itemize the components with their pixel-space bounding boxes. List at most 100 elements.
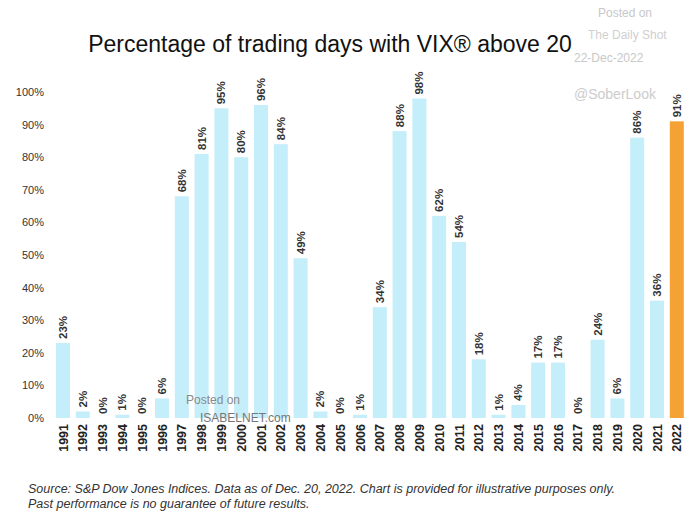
data-label: 1% — [493, 394, 505, 411]
x-tick-label: 2001 — [255, 424, 269, 452]
watermark: Posted on — [598, 6, 652, 20]
data-label: 1% — [354, 394, 366, 411]
bar — [155, 398, 169, 418]
bar — [591, 340, 605, 418]
x-tick-label: 1996 — [156, 424, 170, 452]
y-tick-label: 80% — [22, 151, 44, 163]
x-tick-label: 1995 — [136, 424, 150, 452]
bar — [630, 138, 644, 418]
x-tick-label: 2014 — [512, 424, 526, 452]
data-label: 88% — [394, 104, 406, 127]
data-label: 4% — [512, 384, 524, 401]
bar — [313, 411, 327, 418]
x-tick-label: 2007 — [373, 424, 387, 452]
watermark: @SoberLook — [574, 86, 657, 102]
watermark: The Daily Shot — [588, 28, 667, 42]
x-tick-label: 2018 — [591, 424, 605, 452]
data-label: 0% — [136, 397, 148, 414]
bar — [670, 121, 684, 418]
bar — [412, 99, 426, 418]
data-label: 23% — [57, 316, 69, 339]
y-tick-label: 100% — [16, 86, 44, 98]
bar — [452, 242, 466, 418]
y-tick-label: 50% — [22, 249, 44, 261]
data-label: 2% — [77, 391, 89, 408]
bar — [333, 418, 347, 419]
y-tick-label: 70% — [22, 184, 44, 196]
x-tick-label: 1998 — [195, 424, 209, 452]
data-label: 17% — [532, 336, 544, 359]
chart-svg: Percentage of trading days with VIX® abo… — [0, 0, 700, 520]
data-label: 36% — [651, 274, 663, 297]
bar — [610, 398, 624, 418]
bar — [254, 105, 268, 418]
data-label: 95% — [215, 81, 227, 104]
x-tick-label: 2015 — [532, 424, 546, 452]
x-tick-label: 2020 — [631, 424, 645, 452]
bar — [353, 415, 367, 418]
x-tick-label: 1997 — [175, 424, 189, 452]
bars — [56, 99, 684, 418]
data-label: 0% — [97, 397, 109, 414]
data-label: 80% — [235, 130, 247, 153]
watermark: Posted on — [186, 393, 240, 407]
y-tick-label: 60% — [22, 216, 44, 228]
x-tick-label: 2009 — [413, 424, 427, 452]
bar — [56, 343, 70, 418]
x-tick-label: 1994 — [116, 424, 130, 452]
data-label: 18% — [473, 332, 485, 355]
x-tick-label: 1999 — [215, 424, 229, 452]
x-tick-label: 2012 — [472, 424, 486, 452]
x-tick-label: 2000 — [235, 424, 249, 452]
x-tick-label: 2002 — [274, 424, 288, 452]
x-tick-label: 2010 — [433, 424, 447, 452]
x-tick-label: 2011 — [453, 424, 467, 451]
bar — [393, 131, 407, 418]
data-label: 84% — [275, 117, 287, 140]
bar — [214, 108, 228, 418]
y-tick-label: 40% — [22, 282, 44, 294]
data-label: 17% — [552, 336, 564, 359]
data-label: 0% — [334, 397, 346, 414]
title: Percentage of trading days with VIX® abo… — [88, 31, 572, 57]
bar — [274, 144, 288, 418]
x-tick-label: 1991 — [57, 424, 71, 452]
y-tick-label: 10% — [22, 379, 44, 391]
x-tick-label: 2006 — [354, 424, 368, 452]
y-tick-label: 90% — [22, 119, 44, 131]
bar — [472, 359, 486, 418]
bar — [531, 363, 545, 418]
data-label: 49% — [295, 231, 307, 254]
data-label: 0% — [572, 397, 584, 414]
x-tick-label: 2003 — [294, 424, 308, 452]
y-tick-label: 0% — [28, 412, 44, 424]
x-tick-label: 2005 — [334, 424, 348, 452]
bar — [432, 216, 446, 418]
x-tick-label: 2021 — [651, 424, 665, 452]
bar — [294, 258, 308, 418]
bar — [650, 301, 664, 418]
bar — [551, 363, 565, 418]
x-tick-label: 2004 — [314, 424, 328, 452]
chart-root: Percentage of trading days with VIX® abo… — [0, 0, 700, 520]
data-label: 2% — [314, 391, 326, 408]
x-tick-label: 1993 — [96, 424, 110, 452]
data-label: 24% — [592, 313, 604, 336]
x-tick-label: 2008 — [393, 424, 407, 452]
bar — [195, 154, 209, 418]
data-label: 96% — [255, 78, 267, 101]
data-label: 81% — [196, 127, 208, 150]
x-tick-label: 1992 — [76, 424, 90, 452]
data-label: 98% — [413, 71, 425, 94]
bar — [135, 418, 149, 419]
data-label: 6% — [611, 378, 623, 395]
bar — [234, 157, 248, 418]
data-label: 1% — [116, 394, 128, 411]
data-label: 34% — [374, 280, 386, 303]
y-tick-label: 20% — [22, 347, 44, 359]
bar — [175, 196, 189, 418]
source-note: Source: S&P Dow Jones Indices. Data as o… — [28, 482, 638, 512]
data-label: 91% — [671, 94, 683, 117]
bar — [492, 415, 506, 418]
data-label: 54% — [453, 215, 465, 238]
